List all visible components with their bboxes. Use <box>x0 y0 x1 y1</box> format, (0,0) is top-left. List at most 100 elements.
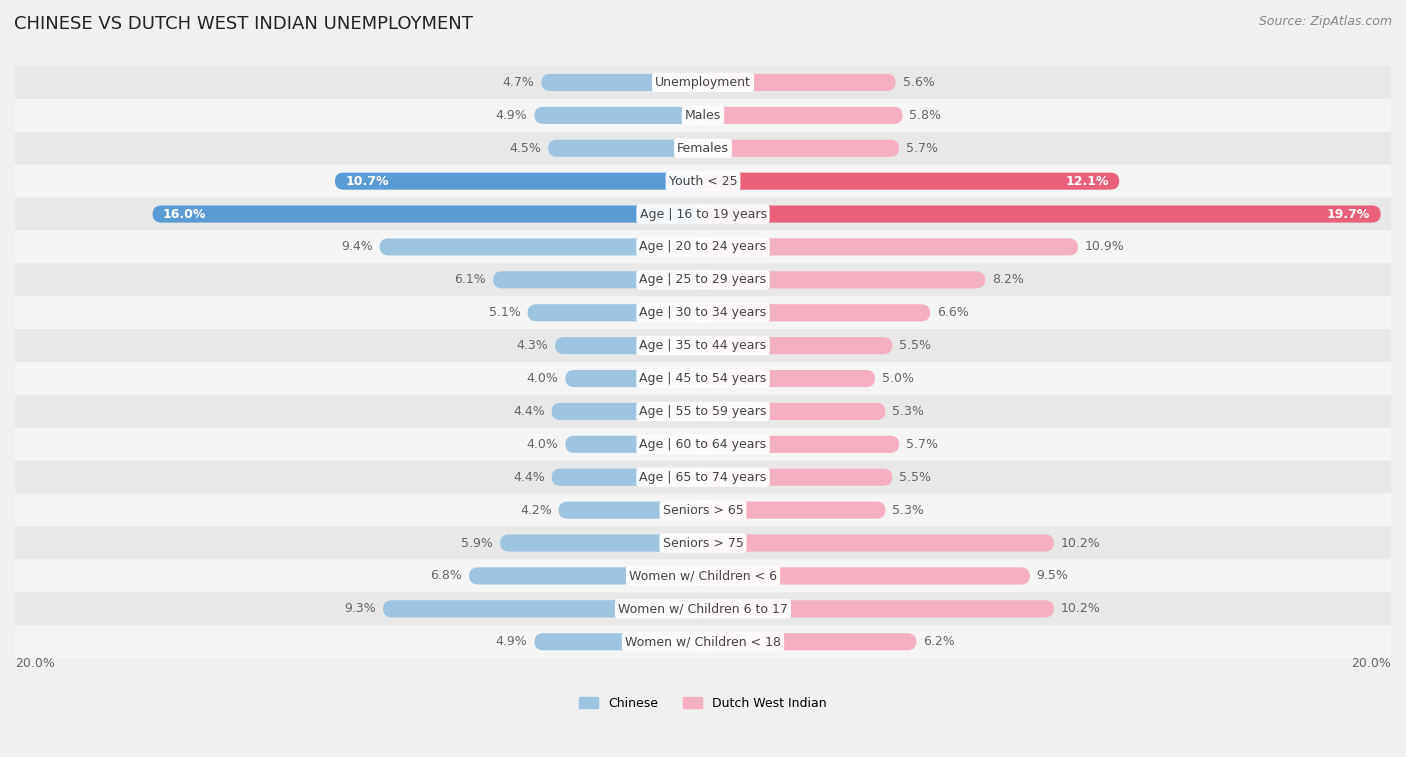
Text: 5.0%: 5.0% <box>882 372 914 385</box>
FancyBboxPatch shape <box>15 66 1391 99</box>
Text: 5.5%: 5.5% <box>898 471 931 484</box>
Text: 20.0%: 20.0% <box>1351 656 1391 670</box>
Text: 4.4%: 4.4% <box>513 471 544 484</box>
Text: 6.1%: 6.1% <box>454 273 486 286</box>
FancyBboxPatch shape <box>534 633 703 650</box>
Text: 6.2%: 6.2% <box>924 635 955 648</box>
Text: Age | 25 to 29 years: Age | 25 to 29 years <box>640 273 766 286</box>
FancyBboxPatch shape <box>494 271 703 288</box>
FancyBboxPatch shape <box>15 461 1391 494</box>
FancyBboxPatch shape <box>703 140 898 157</box>
FancyBboxPatch shape <box>703 633 917 650</box>
FancyBboxPatch shape <box>541 74 703 91</box>
FancyBboxPatch shape <box>703 436 898 453</box>
FancyBboxPatch shape <box>15 559 1391 593</box>
Text: 10.9%: 10.9% <box>1085 241 1125 254</box>
FancyBboxPatch shape <box>15 329 1391 362</box>
Text: 16.0%: 16.0% <box>163 207 207 220</box>
Text: 5.1%: 5.1% <box>489 307 520 319</box>
FancyBboxPatch shape <box>703 502 886 519</box>
FancyBboxPatch shape <box>15 527 1391 559</box>
Text: Age | 16 to 19 years: Age | 16 to 19 years <box>640 207 766 220</box>
Text: Youth < 25: Youth < 25 <box>669 175 737 188</box>
FancyBboxPatch shape <box>15 494 1391 527</box>
FancyBboxPatch shape <box>527 304 703 321</box>
FancyBboxPatch shape <box>15 362 1391 395</box>
Text: Unemployment: Unemployment <box>655 76 751 89</box>
Text: 5.3%: 5.3% <box>893 503 924 516</box>
FancyBboxPatch shape <box>703 600 1054 618</box>
FancyBboxPatch shape <box>703 173 1119 190</box>
FancyBboxPatch shape <box>15 296 1391 329</box>
FancyBboxPatch shape <box>703 74 896 91</box>
Text: 4.4%: 4.4% <box>513 405 544 418</box>
Text: 10.7%: 10.7% <box>346 175 388 188</box>
FancyBboxPatch shape <box>15 625 1391 658</box>
Text: 9.5%: 9.5% <box>1036 569 1069 582</box>
FancyBboxPatch shape <box>15 165 1391 198</box>
FancyBboxPatch shape <box>703 337 893 354</box>
FancyBboxPatch shape <box>703 370 875 387</box>
Text: Males: Males <box>685 109 721 122</box>
Text: 4.9%: 4.9% <box>496 109 527 122</box>
Text: Age | 65 to 74 years: Age | 65 to 74 years <box>640 471 766 484</box>
Text: 6.8%: 6.8% <box>430 569 463 582</box>
Text: Age | 55 to 59 years: Age | 55 to 59 years <box>640 405 766 418</box>
FancyBboxPatch shape <box>15 99 1391 132</box>
Text: 8.2%: 8.2% <box>993 273 1024 286</box>
FancyBboxPatch shape <box>565 370 703 387</box>
Text: Age | 30 to 34 years: Age | 30 to 34 years <box>640 307 766 319</box>
Text: Women w/ Children < 6: Women w/ Children < 6 <box>628 569 778 582</box>
Text: 10.2%: 10.2% <box>1060 603 1101 615</box>
Text: 9.3%: 9.3% <box>344 603 377 615</box>
Text: 19.7%: 19.7% <box>1327 207 1371 220</box>
FancyBboxPatch shape <box>335 173 703 190</box>
FancyBboxPatch shape <box>15 198 1391 230</box>
Text: 4.0%: 4.0% <box>527 372 558 385</box>
Text: 20.0%: 20.0% <box>15 656 55 670</box>
Text: 5.3%: 5.3% <box>893 405 924 418</box>
FancyBboxPatch shape <box>703 205 1381 223</box>
FancyBboxPatch shape <box>534 107 703 124</box>
Text: 5.8%: 5.8% <box>910 109 942 122</box>
FancyBboxPatch shape <box>153 205 703 223</box>
FancyBboxPatch shape <box>558 502 703 519</box>
Text: 5.5%: 5.5% <box>898 339 931 352</box>
Text: 4.7%: 4.7% <box>502 76 534 89</box>
Text: 12.1%: 12.1% <box>1066 175 1109 188</box>
Text: Females: Females <box>678 142 728 154</box>
Text: Age | 35 to 44 years: Age | 35 to 44 years <box>640 339 766 352</box>
Text: Women w/ Children < 18: Women w/ Children < 18 <box>626 635 780 648</box>
FancyBboxPatch shape <box>15 395 1391 428</box>
FancyBboxPatch shape <box>470 568 703 584</box>
FancyBboxPatch shape <box>551 403 703 420</box>
FancyBboxPatch shape <box>15 230 1391 263</box>
FancyBboxPatch shape <box>565 436 703 453</box>
FancyBboxPatch shape <box>15 263 1391 296</box>
FancyBboxPatch shape <box>15 132 1391 165</box>
Text: 4.3%: 4.3% <box>516 339 548 352</box>
Text: 5.6%: 5.6% <box>903 76 935 89</box>
Text: 9.4%: 9.4% <box>342 241 373 254</box>
Text: Women w/ Children 6 to 17: Women w/ Children 6 to 17 <box>619 603 787 615</box>
FancyBboxPatch shape <box>703 469 893 486</box>
FancyBboxPatch shape <box>703 238 1078 256</box>
FancyBboxPatch shape <box>555 337 703 354</box>
Legend: Chinese, Dutch West Indian: Chinese, Dutch West Indian <box>575 692 831 715</box>
Text: 4.5%: 4.5% <box>509 142 541 154</box>
Text: 5.9%: 5.9% <box>461 537 494 550</box>
Text: CHINESE VS DUTCH WEST INDIAN UNEMPLOYMENT: CHINESE VS DUTCH WEST INDIAN UNEMPLOYMEN… <box>14 15 472 33</box>
FancyBboxPatch shape <box>380 238 703 256</box>
Text: Age | 20 to 24 years: Age | 20 to 24 years <box>640 241 766 254</box>
Text: Source: ZipAtlas.com: Source: ZipAtlas.com <box>1258 15 1392 28</box>
FancyBboxPatch shape <box>703 403 886 420</box>
FancyBboxPatch shape <box>703 304 929 321</box>
Text: 4.0%: 4.0% <box>527 438 558 451</box>
Text: 6.6%: 6.6% <box>936 307 969 319</box>
FancyBboxPatch shape <box>551 469 703 486</box>
FancyBboxPatch shape <box>15 428 1391 461</box>
FancyBboxPatch shape <box>15 593 1391 625</box>
Text: 4.9%: 4.9% <box>496 635 527 648</box>
Text: Age | 60 to 64 years: Age | 60 to 64 years <box>640 438 766 451</box>
FancyBboxPatch shape <box>703 568 1029 584</box>
